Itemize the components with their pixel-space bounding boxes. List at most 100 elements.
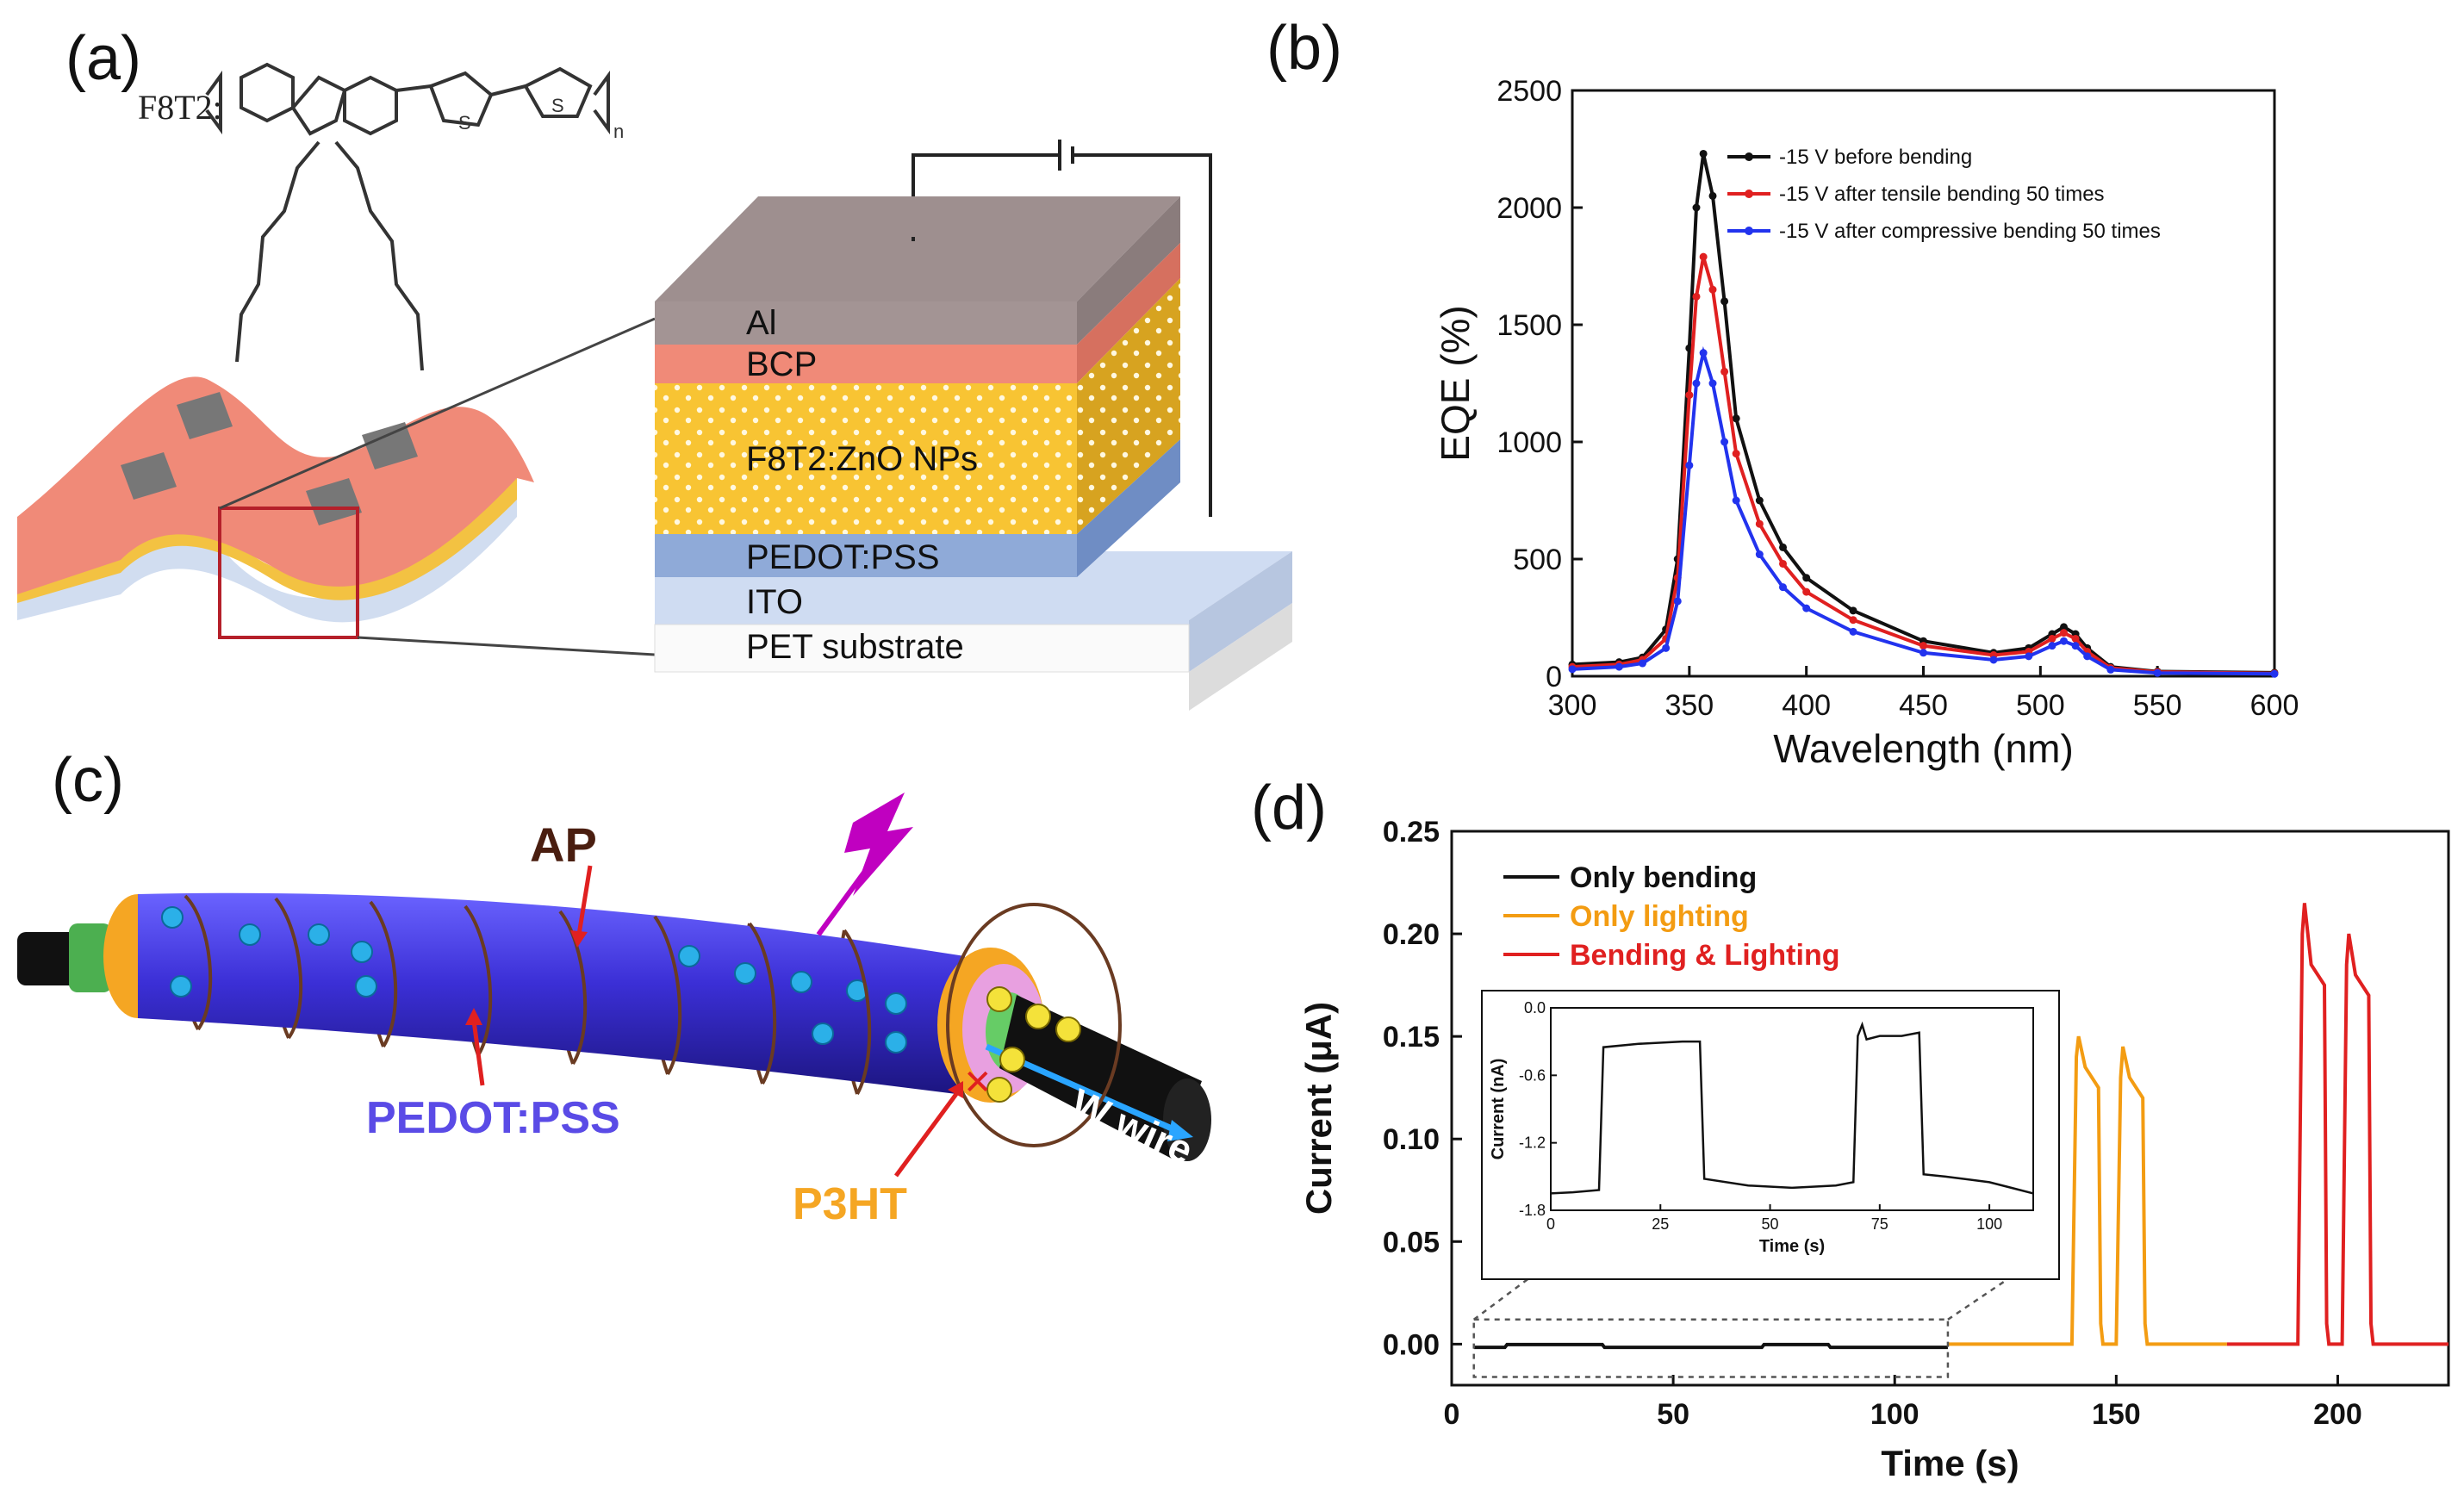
data-point xyxy=(1692,379,1701,388)
label-p3ht: P3HT xyxy=(793,1179,907,1229)
series-line xyxy=(1473,1342,1948,1350)
x-tick-label: 50 xyxy=(1657,1398,1689,1431)
y-tick-label: 0.00 xyxy=(1383,1328,1440,1361)
data-point xyxy=(1755,550,1764,559)
x-tick-label: 150 xyxy=(2092,1398,2141,1431)
data-point xyxy=(1802,604,1811,612)
panel-d-label: (d) xyxy=(1251,774,1327,842)
thiophene-s2: S xyxy=(551,95,564,116)
data-point xyxy=(1779,543,1787,551)
inset-x-tick-label: 50 xyxy=(1762,1215,1779,1233)
y-tick-label: 500 xyxy=(1513,544,1562,576)
data-point xyxy=(1849,616,1857,625)
label-pedot: PEDOT:PSS xyxy=(746,538,940,576)
data-point xyxy=(1779,559,1787,568)
legend-entry: Bending & Lighting xyxy=(1570,939,1840,972)
data-point xyxy=(2106,665,2115,674)
inset-x-label: Time (s) xyxy=(1759,1237,1825,1256)
x-tick-label: 350 xyxy=(1664,689,1714,722)
inset-y-tick-label: -1.8 xyxy=(1519,1202,1546,1219)
y-tick-label: 2000 xyxy=(1496,192,1562,225)
panel-c-label: (c) xyxy=(52,746,124,815)
data-point xyxy=(1755,519,1764,528)
inset-frame xyxy=(1550,1007,2034,1211)
data-point xyxy=(1920,649,1927,657)
eqe-chart: 300 350 400 450 500 550 600 0 500 1000 1500 2000 250… xyxy=(1433,75,2299,771)
data-point xyxy=(1720,297,1729,306)
data-point xyxy=(1699,252,1708,261)
y-tick-label: 1000 xyxy=(1496,426,1562,459)
inset-y-tick-label: -1.2 xyxy=(1519,1134,1546,1152)
data-point xyxy=(2071,642,2080,650)
data-point xyxy=(1708,379,1717,388)
legend-entry: Only bending xyxy=(1570,861,1757,894)
y-tick-label: 0 xyxy=(1546,661,1562,693)
data-point xyxy=(1699,149,1708,158)
series-line xyxy=(1571,345,2275,676)
f8t2-structure xyxy=(205,62,610,371)
data-point xyxy=(1685,461,1694,469)
data-point xyxy=(2270,669,2279,678)
panel-c: (c) xyxy=(17,746,1211,1229)
label-bcp: BCP xyxy=(746,345,817,383)
current-chart: 0 50 100 150 2000.000.050.100.150.200.25Time… xyxy=(1298,816,2450,1483)
y-tick-label: 1500 xyxy=(1496,309,1562,342)
panel-a: (a) F8T2: S S n xyxy=(17,24,1292,711)
zoom-region xyxy=(1472,1318,1950,1378)
data-point xyxy=(1720,367,1729,376)
legend-marker xyxy=(1745,227,1753,235)
inset-x-tick-label: 75 xyxy=(1871,1215,1888,1233)
data-point xyxy=(1849,606,1857,615)
flexible-device xyxy=(17,317,656,656)
coil-front xyxy=(184,894,1122,1147)
legend-entry: Only lighting xyxy=(1570,900,1749,933)
data-point xyxy=(1802,574,1811,582)
data-point xyxy=(1699,349,1708,357)
device-stack: Al BCP F8T2:ZnO NPs PEDOT:PSS ITO PET su… xyxy=(654,140,1292,711)
data-point xyxy=(2060,623,2068,631)
y-axis-label: Current (μA) xyxy=(1298,1002,1339,1215)
data-point xyxy=(2025,652,2033,661)
legend-marker xyxy=(1745,152,1753,161)
y-tick-label: 0.10 xyxy=(1383,1123,1440,1156)
legend-entry: -15 V before bending xyxy=(1779,146,1972,169)
data-point xyxy=(1849,627,1857,636)
x-tick-label: 550 xyxy=(2133,689,2182,722)
panel-a-label: (a) xyxy=(65,24,141,93)
repeat-subscript: n xyxy=(613,121,624,142)
layer-pedot xyxy=(655,534,1077,577)
layer-pet xyxy=(654,624,1190,673)
legend-entry: -15 V after compressive bending 50 times xyxy=(1779,220,2161,243)
pedot-tube xyxy=(138,892,965,1094)
y-tick-label: 0.15 xyxy=(1383,1021,1440,1054)
data-point xyxy=(1685,391,1694,400)
data-point xyxy=(1639,659,1646,668)
ion-dots xyxy=(161,906,907,1054)
data-point xyxy=(1692,203,1701,212)
thiophene-s1: S xyxy=(458,112,471,134)
legend-marker xyxy=(1745,190,1753,198)
inset-y-label: Current (nA) xyxy=(1489,1059,1508,1160)
x-tick-label: 500 xyxy=(2016,689,2065,722)
data-point xyxy=(1802,587,1811,596)
lightning-icon xyxy=(844,793,913,896)
inset-x-tick-label: 0 xyxy=(1546,1215,1555,1233)
data-point xyxy=(1568,665,1577,674)
panel-b-label: (b) xyxy=(1266,14,1342,83)
label-f8t2: F8T2:ZnO NPs xyxy=(746,440,978,478)
data-point xyxy=(1692,292,1701,301)
inset-y-tick-label: -0.6 xyxy=(1519,1066,1546,1084)
series-line xyxy=(1571,256,2275,675)
label-pedot-pss: PEDOT:PSS xyxy=(366,1093,620,1143)
data-point xyxy=(2071,634,2080,643)
zoom-box xyxy=(218,507,359,639)
y-axis-label: EQE (%) xyxy=(1433,305,1478,461)
x-tick-label: 400 xyxy=(1782,689,1831,722)
data-point xyxy=(1720,438,1729,446)
legend-entry: -15 V after tensile bending 50 times xyxy=(1779,183,2105,206)
label-ito: ITO xyxy=(746,583,803,621)
inset-y-tick-label: 0.0 xyxy=(1524,999,1546,1016)
data-point xyxy=(1732,414,1740,423)
data-point xyxy=(1732,450,1740,458)
data-point xyxy=(1755,496,1764,505)
